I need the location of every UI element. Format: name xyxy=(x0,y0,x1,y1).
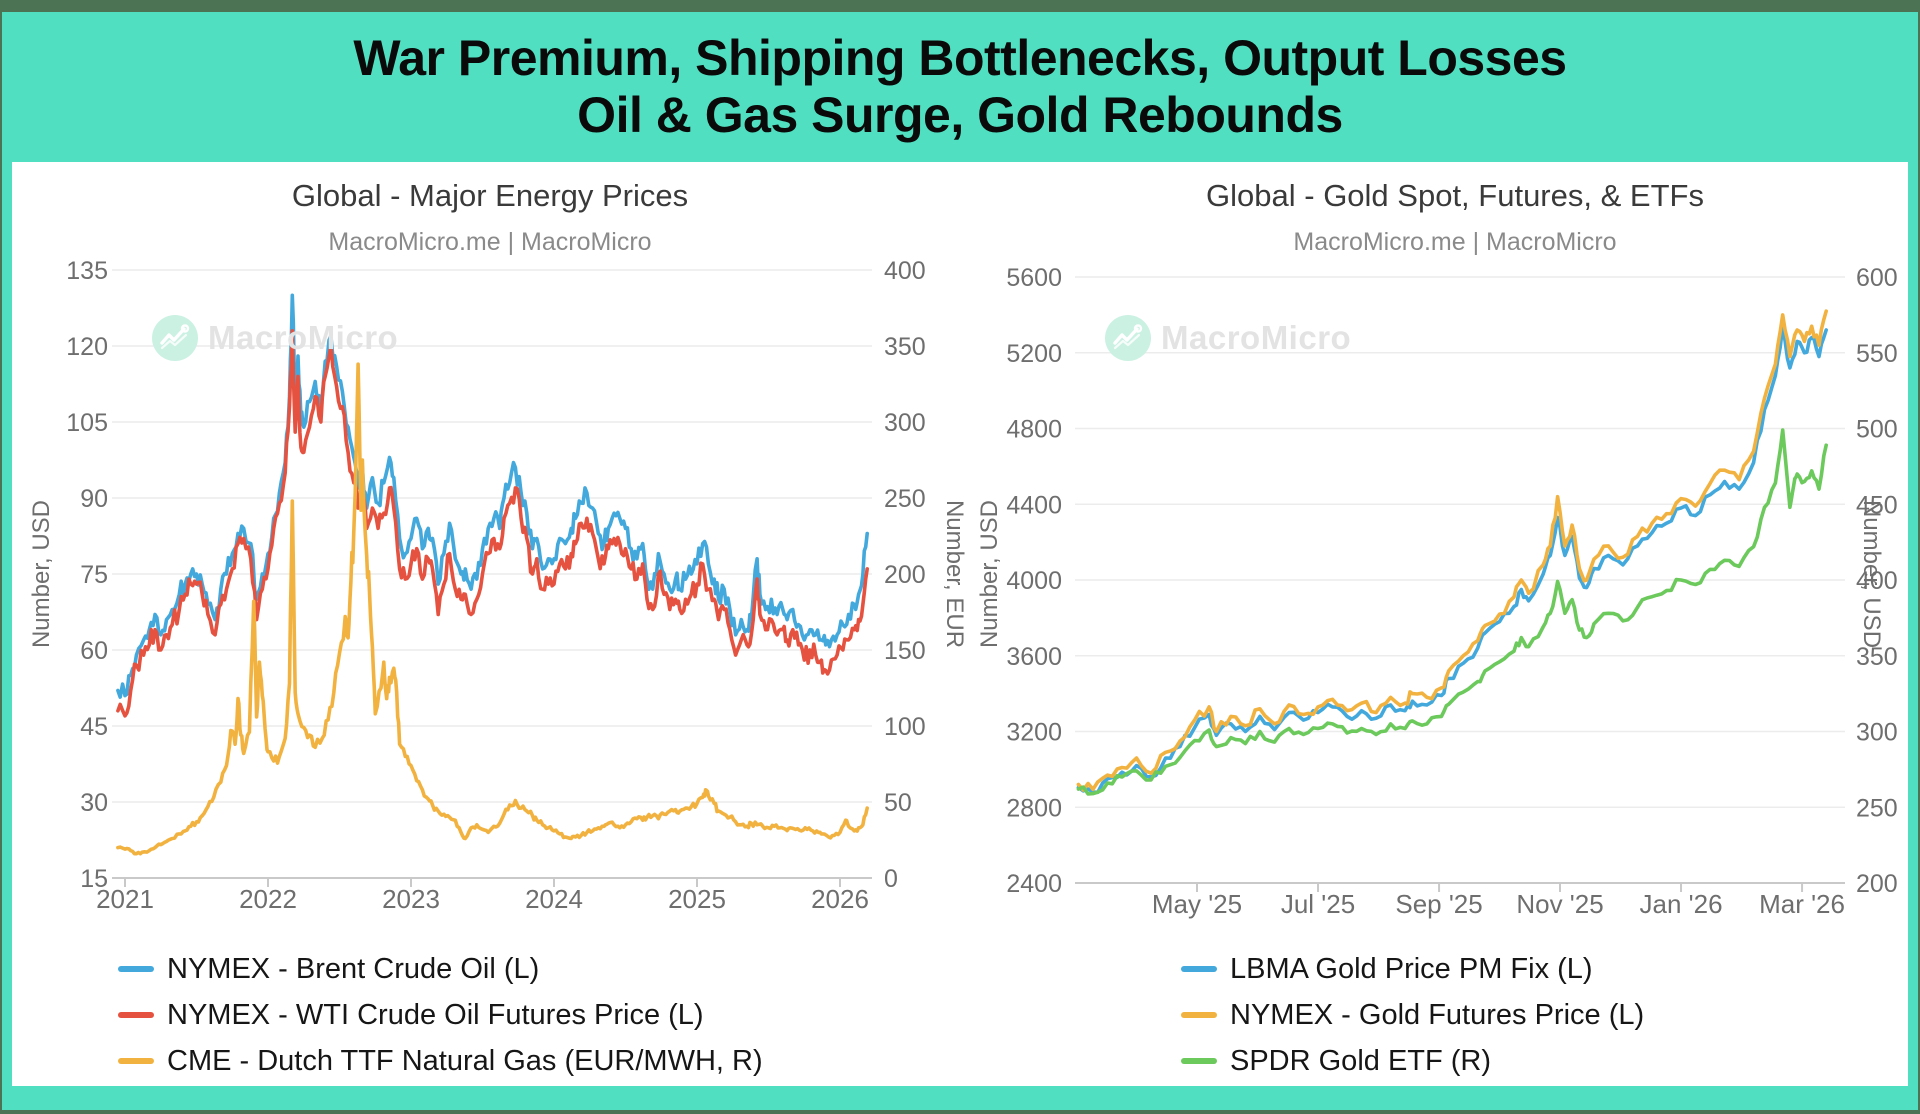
y-axis-right-tick-label: 200 xyxy=(884,561,926,589)
y-axis-right-tick-label: 100 xyxy=(884,713,926,741)
y-axis-right-tick-label: 350 xyxy=(884,333,926,361)
legend-label: LBMA Gold Price PM Fix (L) xyxy=(1230,952,1593,985)
y-axis-right-tick-label: 350 xyxy=(1856,643,1898,671)
y-axis-left-tick-label: 75 xyxy=(80,561,108,589)
series-line[interactable] xyxy=(116,362,870,856)
legend-line-marker xyxy=(1181,966,1217,972)
legend-item[interactable]: NYMEX - Gold Futures Price (L) xyxy=(1181,992,1644,1038)
legend-line-marker xyxy=(1181,1058,1217,1064)
x-axis-tick-label: 2026 xyxy=(811,884,869,914)
y-axis-left-tick-label: 45 xyxy=(80,713,108,741)
y-axis-right-tick-label: 250 xyxy=(884,485,926,513)
x-axis-tick-label: 2025 xyxy=(668,884,726,914)
gold-chart-watermark: MacroMicro xyxy=(1105,315,1351,361)
legend-label: NYMEX - Brent Crude Oil (L) xyxy=(167,952,540,985)
energy-yaxis-left-title: Number, USD xyxy=(28,499,55,649)
gold-chart[interactable]: 5600 5200 4800 4400 4000 3600 3200 2800 2400 600 5… xyxy=(1006,264,1897,919)
energy-chart-watermark: MacroMicro xyxy=(152,315,398,361)
header-title-line1: War Premium, Shipping Bottlenecks, Outpu… xyxy=(353,30,1567,86)
y-axis-left-tick-label: 3600 xyxy=(1006,643,1062,671)
y-axis-left-tick-label: 120 xyxy=(66,333,108,361)
gold-yaxis-left-title: Number, USD xyxy=(976,499,1003,649)
y-axis-right-tick-label: 400 xyxy=(884,257,926,285)
y-axis-right-tick-label: 600 xyxy=(1856,264,1898,292)
y-axis-right-tick-label: 50 xyxy=(884,789,912,817)
y-axis-right-tick-label: 300 xyxy=(884,409,926,437)
legend-line-marker xyxy=(118,1012,154,1018)
y-axis-right-tick-label: 550 xyxy=(1856,340,1898,368)
watermark-text: MacroMicro xyxy=(1161,319,1352,356)
legend-item[interactable]: SPDR Gold ETF (R) xyxy=(1181,1038,1644,1084)
x-axis-tick-label: 2024 xyxy=(525,884,583,914)
x-axis-tick-label: 2022 xyxy=(239,884,297,914)
y-axis-right-tick-label: 250 xyxy=(1856,794,1898,822)
watermark-text: MacroMicro xyxy=(208,319,399,356)
series-line[interactable] xyxy=(1076,428,1828,796)
legend-item[interactable]: LBMA Gold Price PM Fix (L) xyxy=(1181,946,1644,992)
energy-yaxis-right-title: Number, EUR xyxy=(941,499,968,649)
legend-line-marker xyxy=(1181,1012,1217,1018)
y-axis-left-tick-label: 4000 xyxy=(1006,567,1062,595)
x-axis-tick-label: Jul '25 xyxy=(1281,889,1355,919)
macromicro-logo-icon xyxy=(1105,315,1151,361)
series-line[interactable] xyxy=(116,328,870,718)
y-axis-right-tick-label: 300 xyxy=(1856,719,1898,747)
y-axis-left-tick-label: 60 xyxy=(80,637,108,665)
x-axis-tick-label: 2021 xyxy=(96,884,154,914)
y-axis-right-tick-label: 500 xyxy=(1856,416,1898,444)
legend-label: NYMEX - Gold Futures Price (L) xyxy=(1230,998,1645,1031)
y-axis-left-tick-label: 5200 xyxy=(1006,340,1062,368)
x-axis-tick-label: Nov '25 xyxy=(1516,889,1603,919)
energy-chart-subtitle: MacroMicro.me | MacroMicro xyxy=(328,228,652,256)
header: War Premium, Shipping Bottlenecks, Outpu… xyxy=(0,12,1920,162)
legend-label: SPDR Gold ETF (R) xyxy=(1230,1044,1492,1077)
y-axis-left-tick-label: 2400 xyxy=(1006,870,1062,898)
y-axis-left-tick-label: 90 xyxy=(80,485,108,513)
y-axis-left-tick-label: 5600 xyxy=(1006,264,1062,292)
y-axis-left-tick-label: 135 xyxy=(66,257,108,285)
legend-label: NYMEX - WTI Crude Oil Futures Price (L) xyxy=(167,998,704,1031)
legend-item[interactable]: NYMEX - WTI Crude Oil Futures Price (L) xyxy=(118,992,763,1038)
y-axis-left-tick-label: 3200 xyxy=(1006,719,1062,747)
y-axis-left-tick-label: 15 xyxy=(80,865,108,893)
energy-chart-title: Global - Major Energy Prices xyxy=(291,178,689,213)
y-axis-left-tick-label: 4400 xyxy=(1006,491,1062,519)
legend-item[interactable]: CME - Dutch TTF Natural Gas (EUR/MWH, R) xyxy=(118,1038,763,1084)
macromicro-logo-icon xyxy=(152,315,198,361)
legend-item[interactable]: NYMEX - Brent Crude Oil (L) xyxy=(118,946,763,992)
energy-chart-legend: NYMEX - Brent Crude Oil (L) NYMEX - WTI C… xyxy=(118,946,763,1084)
y-axis-left-tick-label: 2800 xyxy=(1006,794,1062,822)
gold-yaxis-right-title: Number, USD xyxy=(1858,499,1885,649)
y-axis-right-tick-label: 0 xyxy=(884,865,898,893)
y-axis-left-tick-label: 4800 xyxy=(1006,416,1062,444)
header-title-line2: Oil & Gas Surge, Gold Rebounds xyxy=(577,87,1343,143)
legend-label: CME - Dutch TTF Natural Gas (EUR/MWH, R) xyxy=(167,1044,763,1077)
x-axis-tick-label: Sep '25 xyxy=(1395,889,1482,919)
x-axis-tick-label: Mar '26 xyxy=(1759,889,1845,919)
y-axis-right-tick-label: 150 xyxy=(884,637,926,665)
y-axis-right-tick-label: 450 xyxy=(1856,491,1898,519)
gold-chart-title: Global - Gold Spot, Futures, & ETFs xyxy=(1206,178,1704,213)
y-axis-left-tick-label: 30 xyxy=(80,789,108,817)
series-line[interactable] xyxy=(1076,309,1828,792)
x-axis-tick-label: 2023 xyxy=(382,884,440,914)
y-axis-left-tick-label: 105 xyxy=(66,409,108,437)
legend-line-marker xyxy=(118,966,154,972)
gold-chart-legend: LBMA Gold Price PM Fix (L) NYMEX - Gold F… xyxy=(1181,946,1644,1084)
y-axis-right-tick-label: 400 xyxy=(1856,567,1898,595)
energy-price-chart[interactable]: 135 120 105 90 75 60 45 30 15 400 350 300 250 200 150 1… xyxy=(66,257,925,914)
series-line[interactable] xyxy=(1076,324,1828,795)
legend-line-marker xyxy=(118,1058,154,1064)
y-axis-right-tick-label: 200 xyxy=(1856,870,1898,898)
gold-chart-subtitle: MacroMicro.me | MacroMicro xyxy=(1293,228,1617,256)
x-axis-tick-label: Jan '26 xyxy=(1640,889,1723,919)
x-axis-tick-label: May '25 xyxy=(1152,889,1242,919)
